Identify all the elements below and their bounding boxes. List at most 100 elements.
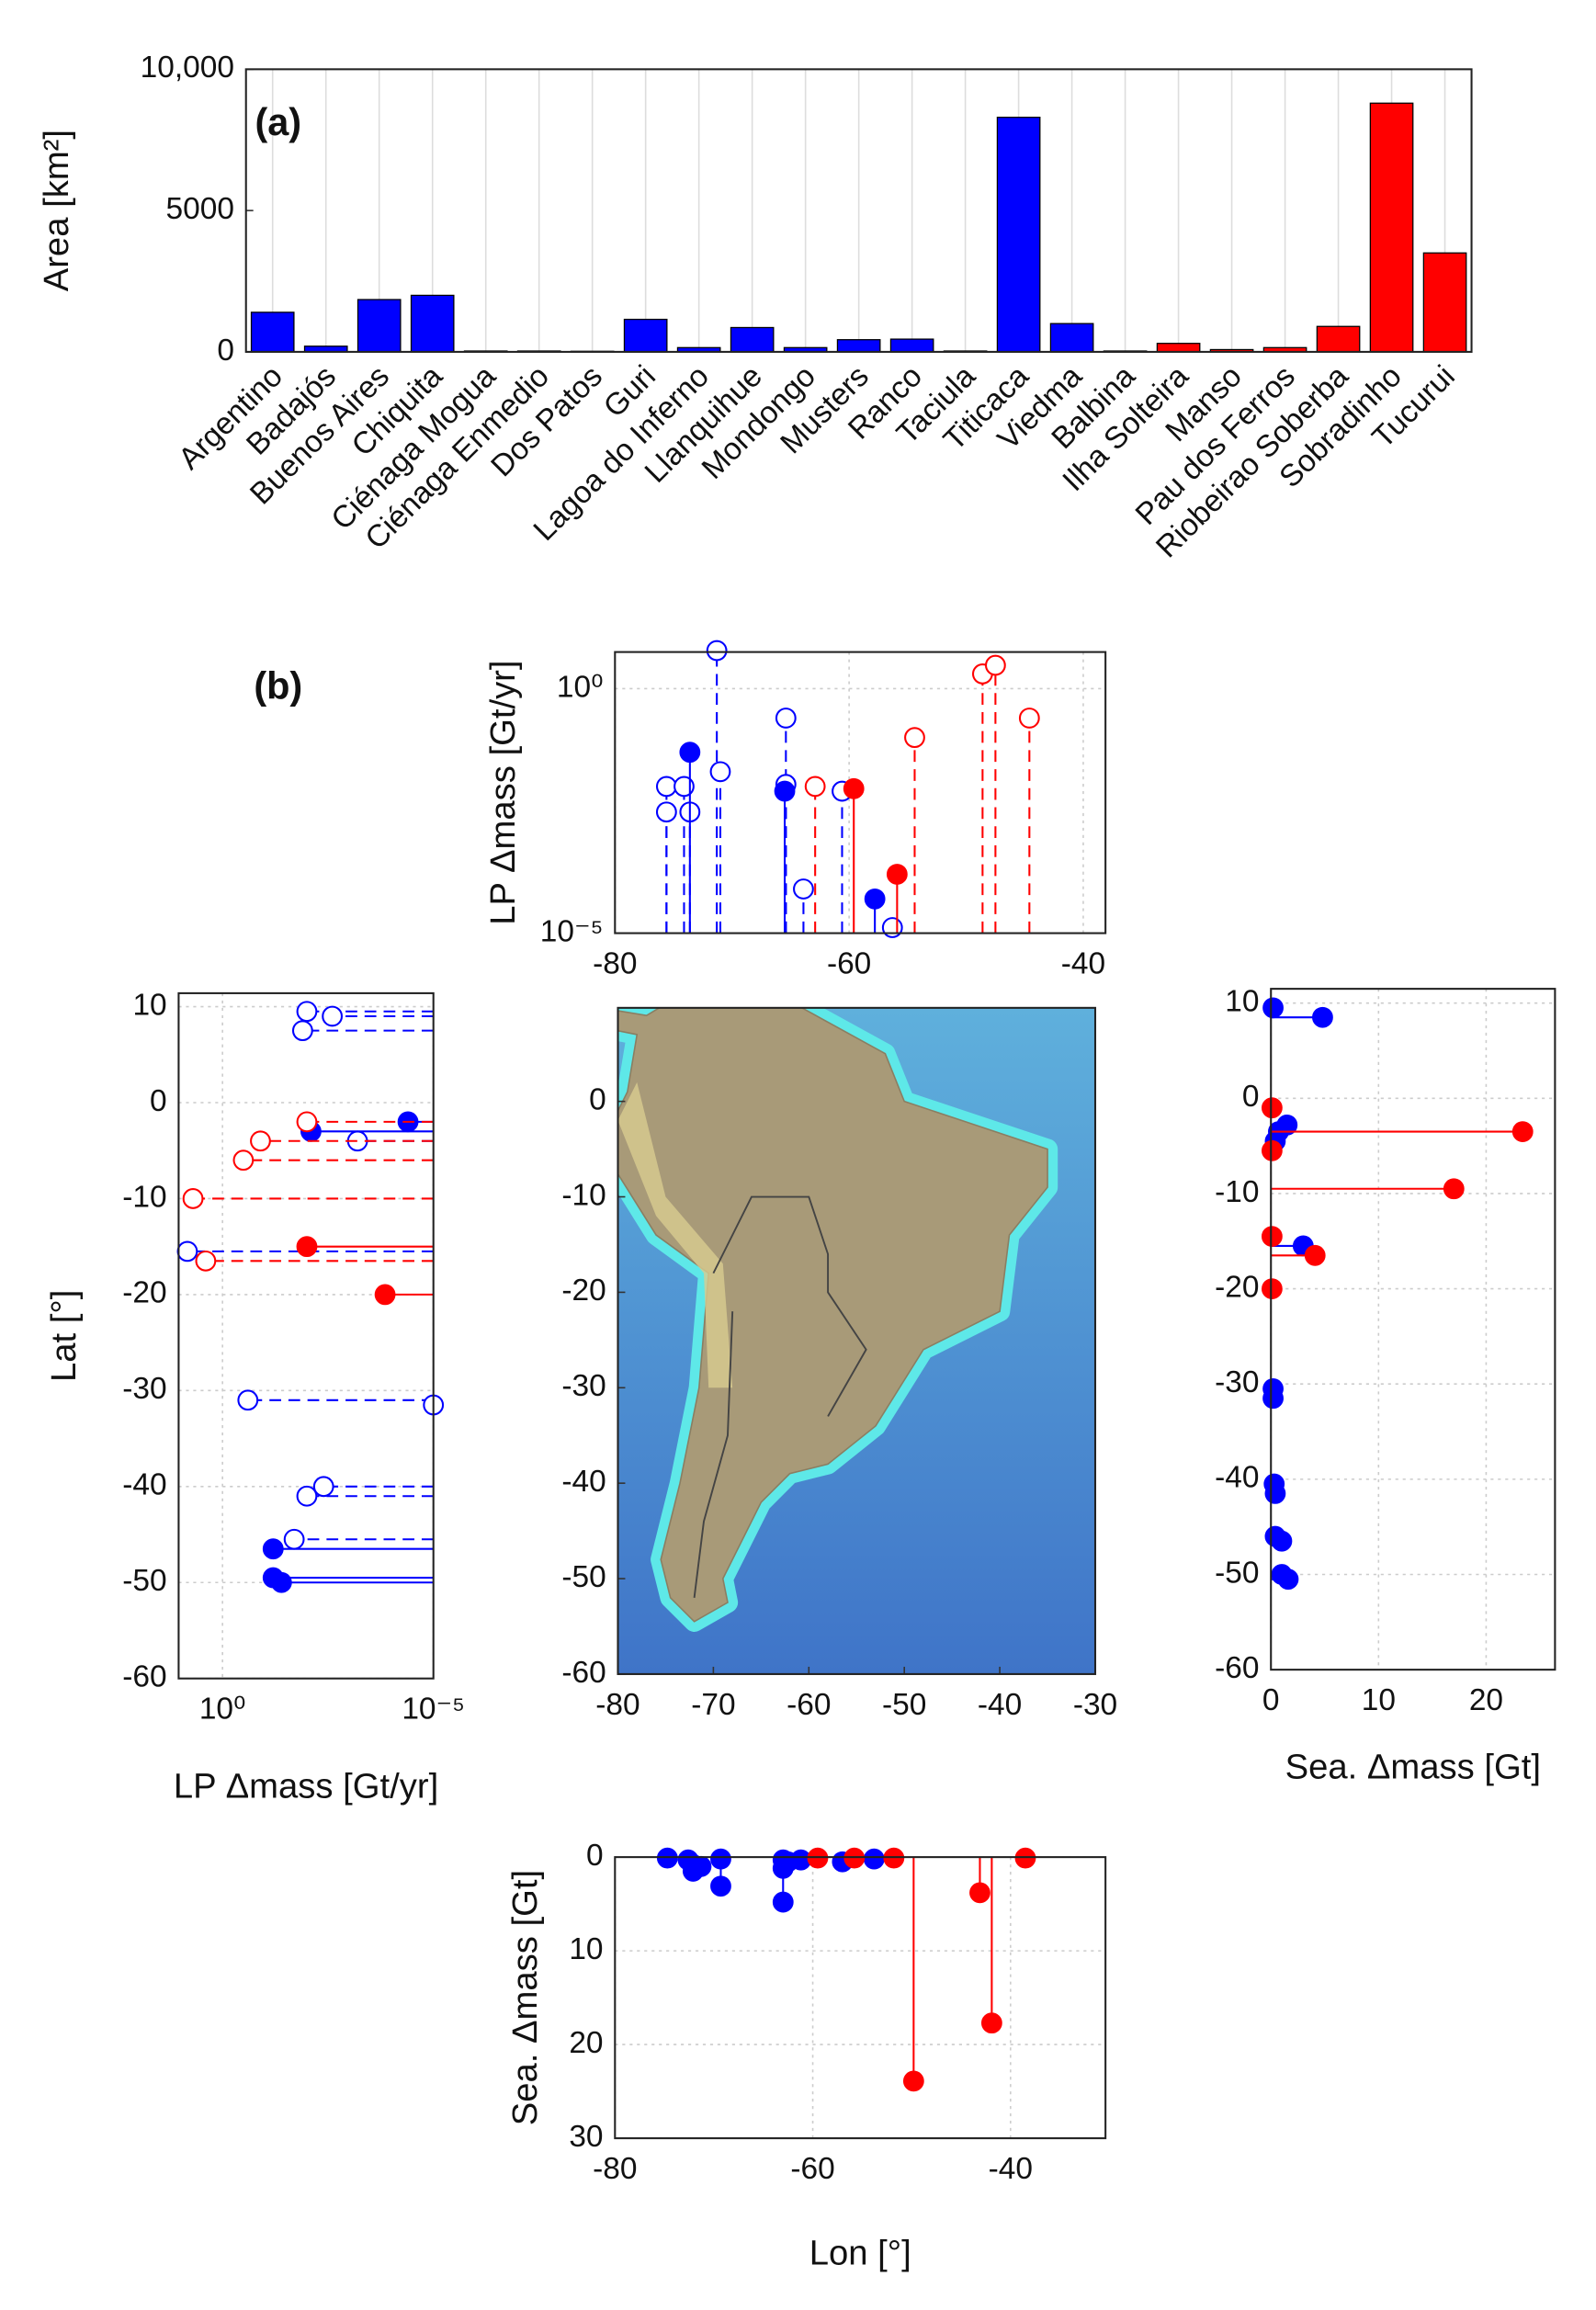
bar xyxy=(410,294,455,353)
y-tick-label: 0 xyxy=(150,1084,167,1118)
x-axis-label: Lon [°] xyxy=(809,2234,911,2273)
marker xyxy=(710,1875,731,1897)
marker xyxy=(182,1188,204,1209)
borders xyxy=(712,1195,867,1417)
x-tick-label: -30 xyxy=(1073,1688,1117,1722)
y-axis-label: LP Δmass [Gt/yr] xyxy=(483,660,523,924)
borders xyxy=(693,1311,734,1598)
map-image xyxy=(617,1007,1095,1674)
x-tick-label: -80 xyxy=(595,1688,640,1722)
marker xyxy=(237,1389,259,1411)
marker xyxy=(1264,1483,1286,1504)
marker xyxy=(1262,1139,1283,1161)
marker xyxy=(195,1250,217,1272)
marker xyxy=(690,1855,712,1877)
y-tick-label: -20 xyxy=(561,1274,606,1308)
marker xyxy=(775,708,797,729)
marker xyxy=(312,1476,334,1498)
marker xyxy=(1262,997,1284,1019)
y-axis-label: Lat [°] xyxy=(44,1290,84,1382)
marker xyxy=(864,888,886,910)
panel-label: (a) xyxy=(255,100,301,143)
y-tick-label: -10 xyxy=(1215,1175,1259,1209)
marker xyxy=(1262,1226,1283,1247)
x-tick-label: -40 xyxy=(989,2152,1033,2186)
plot-area xyxy=(1271,989,1556,1670)
marker xyxy=(232,1149,255,1172)
marker xyxy=(984,654,1006,676)
bar xyxy=(1316,325,1361,353)
y-tick-label: 0 xyxy=(589,1082,606,1116)
axes-frame xyxy=(1270,988,1556,1671)
marker xyxy=(706,640,728,662)
marker xyxy=(793,878,814,900)
marker xyxy=(904,727,925,749)
marker xyxy=(250,1130,271,1152)
x-tick-label: 20 xyxy=(1469,1683,1503,1717)
plot-area xyxy=(178,992,434,1679)
bar xyxy=(836,339,881,353)
bar xyxy=(1049,323,1094,353)
marker xyxy=(902,2070,924,2092)
y-tick-label: 0 xyxy=(217,334,234,368)
marker xyxy=(673,776,695,798)
marker xyxy=(843,777,865,799)
y-tick-label: 10⁰ xyxy=(557,670,604,704)
marker xyxy=(296,1111,318,1133)
y-tick-label: -30 xyxy=(122,1372,166,1406)
y-tick-label: 30 xyxy=(569,2120,603,2154)
marker xyxy=(655,801,677,823)
marker xyxy=(655,776,677,798)
marker xyxy=(1271,1530,1293,1552)
y-tick-label: -50 xyxy=(122,1564,166,1598)
y-tick-label: 10 xyxy=(132,988,166,1022)
marker xyxy=(176,1240,198,1263)
x-tick-label: 10 xyxy=(1362,1683,1396,1717)
x-tick-label: 10⁰ xyxy=(199,1693,246,1727)
marker xyxy=(863,1848,885,1870)
y-axis-label: Area [km²] xyxy=(37,130,76,291)
marker xyxy=(1443,1178,1465,1200)
y-tick-label: -30 xyxy=(1215,1365,1259,1399)
y-tick-label: -40 xyxy=(122,1468,166,1502)
y-tick-label: 20 xyxy=(569,2026,603,2060)
x-tick-label: -40 xyxy=(978,1688,1022,1722)
marker xyxy=(374,1284,396,1306)
bar xyxy=(1422,252,1467,353)
x-tick-label: -60 xyxy=(787,1688,831,1722)
axes-frame xyxy=(614,1856,1107,2140)
x-tick-label: -60 xyxy=(790,2152,834,2186)
y-tick-label: -60 xyxy=(561,1656,606,1690)
bar xyxy=(357,299,402,353)
y-tick-label: -50 xyxy=(1215,1556,1259,1590)
y-tick-label: -20 xyxy=(122,1276,166,1310)
marker xyxy=(980,2012,1002,2034)
x-tick-label: -80 xyxy=(593,946,637,980)
axes-frame xyxy=(177,991,435,1680)
x-axis-label: Sea. Δmass [Gt] xyxy=(1285,1748,1541,1787)
marker xyxy=(296,1485,318,1507)
y-tick-label: -20 xyxy=(1215,1270,1259,1304)
axes-frame xyxy=(614,651,1107,934)
marker xyxy=(1312,1006,1333,1028)
marker xyxy=(291,1020,313,1042)
y-tick-label: -30 xyxy=(561,1369,606,1403)
panel-label: (b) xyxy=(254,663,302,707)
marker xyxy=(709,761,731,783)
marker xyxy=(804,776,826,798)
bar xyxy=(996,117,1041,353)
marker xyxy=(1304,1244,1326,1266)
marker xyxy=(262,1538,284,1560)
y-tick-label: -10 xyxy=(122,1180,166,1214)
y-tick-label: -10 xyxy=(561,1178,606,1212)
axes-frame xyxy=(244,68,1473,353)
y-tick-label: 10 xyxy=(569,1932,603,1966)
marker xyxy=(1511,1121,1534,1142)
y-tick-label: 0 xyxy=(586,1839,604,1873)
marker xyxy=(679,742,701,764)
marker xyxy=(1276,1114,1298,1136)
x-tick-label: -40 xyxy=(1061,946,1105,980)
marker xyxy=(322,1005,344,1027)
plot-area xyxy=(615,1857,1106,2139)
y-tick-label: 10,000 xyxy=(141,51,234,85)
